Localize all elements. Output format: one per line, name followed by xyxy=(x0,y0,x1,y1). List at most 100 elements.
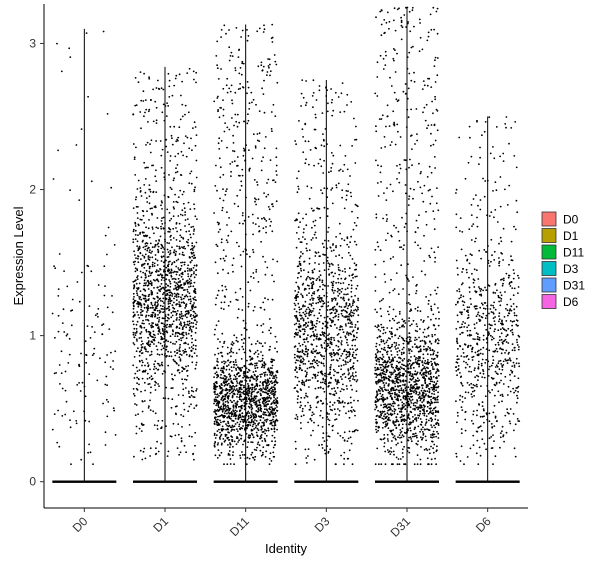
data-point xyxy=(318,263,320,265)
data-point xyxy=(177,332,180,334)
data-point xyxy=(227,364,230,366)
data-point xyxy=(175,265,178,268)
data-point xyxy=(176,335,179,338)
data-point xyxy=(330,336,332,339)
data-point xyxy=(325,348,328,351)
data-point xyxy=(260,351,262,353)
data-point xyxy=(176,447,179,449)
data-point xyxy=(241,345,244,348)
data-point xyxy=(380,181,382,183)
data-point xyxy=(184,211,187,214)
data-point xyxy=(406,342,409,345)
data-point xyxy=(315,302,318,305)
data-point xyxy=(434,98,437,101)
data-point xyxy=(60,70,63,73)
data-point xyxy=(432,112,434,115)
data-point xyxy=(188,230,191,233)
data-point xyxy=(219,435,222,438)
data-point xyxy=(295,367,298,369)
data-point xyxy=(298,380,300,383)
data-point xyxy=(308,284,310,287)
data-point xyxy=(296,384,299,387)
data-point xyxy=(356,331,358,334)
data-point xyxy=(133,313,136,316)
data-point xyxy=(243,375,246,378)
data-point xyxy=(181,80,184,83)
data-point xyxy=(261,345,264,348)
data-point xyxy=(154,360,157,363)
data-point xyxy=(221,289,224,292)
data-point xyxy=(151,304,154,307)
data-point xyxy=(217,406,220,409)
data-point xyxy=(338,397,341,399)
data-point xyxy=(236,377,238,380)
data-point xyxy=(423,260,426,262)
data-point xyxy=(325,292,328,294)
data-point xyxy=(265,220,268,222)
data-point xyxy=(259,306,262,309)
data-point xyxy=(241,366,244,369)
data-point xyxy=(190,279,193,282)
data-point xyxy=(325,295,328,298)
data-point xyxy=(190,236,192,239)
data-point xyxy=(174,335,177,337)
data-point xyxy=(374,248,377,251)
data-point xyxy=(296,334,299,336)
data-point xyxy=(132,342,135,344)
data-point xyxy=(326,196,329,199)
data-point xyxy=(179,333,181,336)
data-point xyxy=(80,271,83,274)
data-point xyxy=(213,420,216,423)
data-point xyxy=(265,420,268,423)
data-point xyxy=(194,288,197,291)
data-point xyxy=(256,443,259,445)
data-point xyxy=(298,356,301,359)
data-point xyxy=(222,188,224,191)
data-point xyxy=(342,170,344,173)
data-point xyxy=(429,341,431,343)
data-point xyxy=(382,326,385,329)
data-point xyxy=(351,355,354,358)
data-point xyxy=(193,264,196,267)
data-point xyxy=(87,451,89,454)
data-point xyxy=(304,305,306,308)
data-point xyxy=(168,174,170,176)
data-point xyxy=(134,174,137,176)
data-point xyxy=(302,231,305,234)
data-point xyxy=(174,360,177,363)
data-point xyxy=(322,300,325,303)
data-point xyxy=(169,228,172,231)
data-point xyxy=(188,67,191,70)
data-point xyxy=(308,197,311,200)
data-point xyxy=(331,286,334,289)
data-point xyxy=(375,373,378,375)
data-point xyxy=(175,312,178,315)
data-point xyxy=(346,243,349,246)
data-point xyxy=(186,288,189,291)
data-point xyxy=(432,451,435,454)
data-point xyxy=(145,108,148,111)
data-point xyxy=(317,371,320,374)
data-point xyxy=(268,349,271,351)
data-point xyxy=(247,119,250,122)
data-point xyxy=(265,429,268,432)
data-point xyxy=(303,269,305,272)
data-point xyxy=(421,48,424,51)
data-point xyxy=(424,435,427,438)
data-point xyxy=(298,326,300,329)
data-point xyxy=(241,62,244,65)
data-point xyxy=(313,358,315,361)
data-point xyxy=(220,373,222,376)
data-point xyxy=(270,127,273,130)
data-point xyxy=(161,322,164,325)
data-point xyxy=(427,412,430,415)
data-point xyxy=(337,268,340,271)
data-point xyxy=(149,409,152,411)
data-point xyxy=(217,320,220,322)
data-point xyxy=(150,324,152,327)
data-point xyxy=(229,426,232,429)
data-point xyxy=(69,426,72,429)
data-point xyxy=(161,208,163,210)
data-point xyxy=(112,407,115,410)
data-point xyxy=(194,290,197,293)
